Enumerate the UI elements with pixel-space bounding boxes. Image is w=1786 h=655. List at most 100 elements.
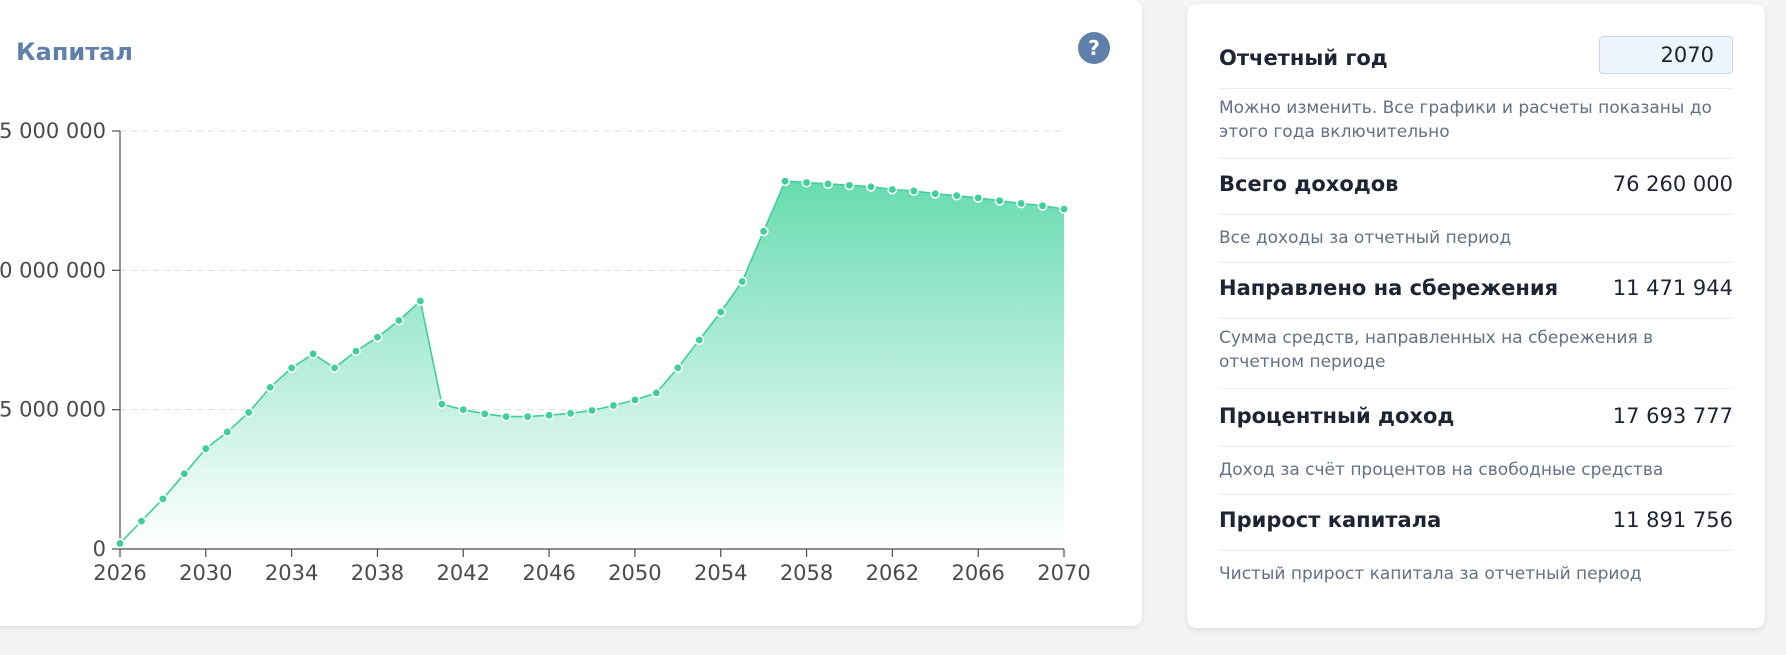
help-icon[interactable]: ? xyxy=(1078,32,1110,64)
data-point xyxy=(951,190,962,201)
interest-desc-row: Доход за счёт процентов на свободные сре… xyxy=(1219,458,1733,488)
report-year-label: Отчетный год xyxy=(1219,46,1388,70)
capital-area xyxy=(120,181,1064,549)
x-tick-label: 2038 xyxy=(351,561,404,585)
data-point xyxy=(865,181,876,192)
data-point xyxy=(822,178,833,189)
data-point xyxy=(157,493,168,504)
data-point xyxy=(1016,198,1027,209)
savings-row: Направлено на сбережения 11 471 944 xyxy=(1219,276,1733,306)
data-point xyxy=(372,332,383,343)
savings-label: Направлено на сбережения xyxy=(1219,276,1559,300)
x-tick-label: 2070 xyxy=(1037,561,1090,585)
y-tick-label: 10 000 000 xyxy=(0,258,106,282)
x-tick-label: 2054 xyxy=(694,561,747,585)
data-point xyxy=(801,177,812,188)
x-tick-label: 2046 xyxy=(522,561,575,585)
divider xyxy=(1219,262,1733,263)
data-point xyxy=(887,184,898,195)
data-point xyxy=(329,362,340,373)
data-point xyxy=(758,226,769,237)
data-point xyxy=(522,411,533,422)
capital-growth-desc-row: Чистый прирост капитала за отчетный пери… xyxy=(1219,562,1733,592)
y-tick-label: 5 000 000 xyxy=(0,398,106,422)
data-point xyxy=(350,346,361,357)
divider xyxy=(1219,214,1733,215)
capital-growth-row: Прирост капитала 11 891 756 xyxy=(1219,508,1733,538)
data-point xyxy=(780,176,791,187)
y-tick-label: 15 000 000 xyxy=(0,119,106,143)
data-point xyxy=(908,185,919,196)
data-point xyxy=(458,404,469,415)
data-point xyxy=(544,410,555,421)
report-year-desc-row: Можно изменить. Все графики и расчеты по… xyxy=(1219,96,1733,144)
capital-growth-value: 11 891 756 xyxy=(1612,508,1733,532)
y-tick-label: 0 xyxy=(93,537,106,561)
x-tick-label: 2062 xyxy=(866,561,919,585)
data-point xyxy=(415,295,426,306)
data-point xyxy=(586,405,597,416)
data-point xyxy=(222,426,233,437)
capital-chart-card: Капитал ? 0 5 000 000 10 000 000 15 000 000… xyxy=(0,0,1142,626)
data-point xyxy=(436,399,447,410)
data-point xyxy=(1059,204,1070,215)
total-income-desc: Все доходы за отчетный период xyxy=(1219,228,1512,248)
data-point xyxy=(179,468,190,479)
data-point xyxy=(393,315,404,326)
data-point xyxy=(136,516,147,527)
x-tick-label: 2030 xyxy=(179,561,232,585)
data-point xyxy=(243,407,254,418)
divider xyxy=(1219,494,1733,495)
data-point xyxy=(973,192,984,203)
total-income-value: 76 260 000 xyxy=(1612,172,1733,196)
report-year-input[interactable] xyxy=(1599,36,1733,74)
summary-panel: Отчетный год Можно изменить. Все графики… xyxy=(1187,4,1765,628)
total-income-row: Всего доходов 76 260 000 xyxy=(1219,172,1733,202)
data-point xyxy=(844,180,855,191)
interest-label: Процентный доход xyxy=(1219,404,1455,428)
divider xyxy=(1219,388,1733,389)
savings-value: 11 471 944 xyxy=(1612,276,1733,300)
x-tick-label: 2066 xyxy=(951,561,1004,585)
capital-area-chart: 0 5 000 000 10 000 000 15 000 000 2026 2030 20… xyxy=(0,119,1091,585)
data-point xyxy=(994,195,1005,206)
interest-value: 17 693 777 xyxy=(1612,404,1733,428)
report-year-desc: Можно изменить. Все графики и расчеты по… xyxy=(1219,98,1712,142)
x-tick-label: 2034 xyxy=(265,561,318,585)
x-tick-label: 2058 xyxy=(780,561,833,585)
report-year-row: Отчетный год xyxy=(1219,36,1733,76)
data-point xyxy=(115,538,126,549)
data-point xyxy=(1037,200,1048,211)
x-tick-label: 2042 xyxy=(437,561,490,585)
data-point xyxy=(694,334,705,345)
interest-row: Процентный доход 17 693 777 xyxy=(1219,404,1733,434)
data-point xyxy=(672,362,683,373)
divider xyxy=(1219,550,1733,551)
data-point xyxy=(715,307,726,318)
capital-growth-desc: Чистый прирост капитала за отчетный пери… xyxy=(1219,564,1642,584)
divider xyxy=(1219,158,1733,159)
capital-growth-label: Прирост капитала xyxy=(1219,508,1442,532)
savings-desc-row: Сумма средств, направленных на сбережени… xyxy=(1219,326,1733,374)
savings-desc: Сумма средств, направленных на сбережени… xyxy=(1219,328,1654,372)
data-point xyxy=(265,382,276,393)
data-point xyxy=(930,188,941,199)
chart-title: Капитал xyxy=(16,38,133,66)
data-point xyxy=(200,443,211,454)
total-income-label: Всего доходов xyxy=(1219,172,1399,196)
data-point xyxy=(286,362,297,373)
data-point xyxy=(629,394,640,405)
total-income-desc-row: Все доходы за отчетный период xyxy=(1219,226,1733,256)
data-point xyxy=(737,276,748,287)
data-point xyxy=(308,348,319,359)
interest-desc: Доход за счёт процентов на свободные сре… xyxy=(1219,460,1664,480)
data-point xyxy=(501,411,512,422)
data-point xyxy=(608,400,619,411)
data-point xyxy=(651,387,662,398)
divider xyxy=(1219,446,1733,447)
x-tick-label: 2026 xyxy=(93,561,146,585)
data-point xyxy=(565,408,576,419)
divider xyxy=(1219,318,1733,319)
data-point xyxy=(479,408,490,419)
x-tick-label: 2050 xyxy=(608,561,661,585)
